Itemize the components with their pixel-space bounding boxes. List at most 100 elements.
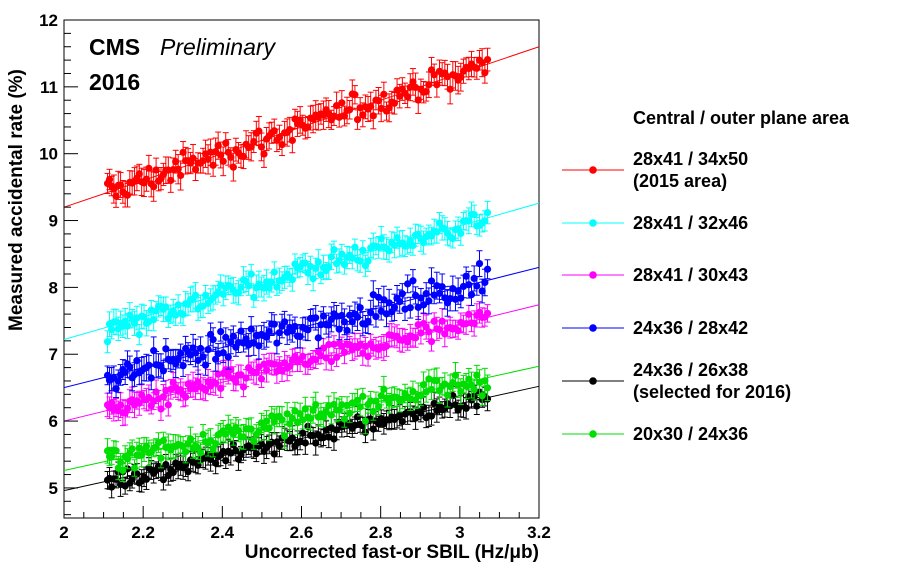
data-point — [457, 387, 465, 396]
data-point — [338, 99, 346, 107]
legend-header: Central / outer plane area — [633, 108, 850, 128]
data-point — [325, 263, 333, 271]
data-point — [232, 378, 240, 386]
data-point — [281, 432, 289, 440]
data-point — [312, 314, 320, 322]
data-point — [473, 282, 481, 290]
data-point — [454, 381, 462, 389]
data-point — [393, 234, 401, 242]
data-point — [252, 450, 260, 458]
data-point — [296, 410, 304, 418]
data-point — [359, 392, 367, 400]
data-point — [441, 380, 449, 388]
data-point — [340, 260, 349, 269]
data-point — [435, 326, 444, 334]
data-point — [270, 268, 278, 276]
data-point — [301, 439, 309, 447]
data-point — [227, 338, 235, 346]
data-point — [414, 96, 422, 104]
data-point — [314, 258, 322, 266]
data-point — [451, 371, 460, 379]
data-point — [201, 386, 210, 394]
data-point — [356, 304, 364, 312]
data-point — [304, 269, 312, 277]
legend-label: 28x41 / 32x46 — [633, 213, 748, 233]
data-point — [262, 417, 271, 425]
data-point — [229, 163, 237, 171]
data-point — [369, 407, 377, 416]
data-point — [227, 153, 235, 161]
data-point — [219, 349, 227, 357]
y-tick-label: 5 — [49, 479, 58, 498]
y-tick-label: 6 — [49, 412, 58, 431]
data-point — [237, 371, 245, 379]
data-point — [404, 280, 412, 288]
data-point — [234, 427, 243, 435]
data-point — [340, 112, 349, 120]
data-point — [145, 164, 153, 172]
data-point — [212, 459, 220, 467]
data-point — [167, 176, 175, 185]
data-point — [278, 416, 286, 424]
data-point — [204, 155, 212, 163]
data-point — [325, 321, 333, 329]
data-point — [177, 171, 185, 180]
x-tick-label: 2 — [59, 523, 68, 542]
data-point — [199, 430, 207, 439]
data-point — [159, 393, 168, 401]
data-point — [123, 191, 132, 199]
x-tick-label: 2.8 — [369, 523, 393, 542]
data-point — [296, 116, 304, 124]
data-point — [343, 326, 351, 335]
data-point — [234, 289, 243, 297]
data-point — [449, 284, 457, 293]
data-point — [312, 400, 320, 409]
data-point — [159, 436, 168, 445]
data-point — [353, 413, 362, 421]
data-point — [224, 353, 232, 361]
data-point — [419, 381, 428, 389]
data-point — [147, 374, 155, 382]
data-point — [164, 401, 172, 409]
data-point — [467, 290, 476, 299]
data-point — [390, 303, 399, 311]
data-point — [239, 433, 248, 441]
x-axis: 2 2.2 2.4 2.6 2.8 3 3.2 — [59, 506, 551, 542]
data-point — [237, 283, 245, 291]
data-point — [191, 165, 200, 174]
y-tick-label: 8 — [49, 278, 58, 297]
data-point — [322, 354, 330, 362]
data-point — [425, 297, 433, 305]
data-point — [242, 335, 250, 343]
x-tick-label: 2.2 — [131, 523, 155, 542]
data-point — [265, 327, 273, 336]
data-point — [327, 315, 335, 323]
data-point — [419, 238, 428, 247]
data-point — [319, 433, 328, 442]
data-point — [265, 284, 273, 292]
data-point — [380, 385, 388, 393]
data-point — [317, 321, 325, 329]
data-point — [377, 235, 385, 243]
data-point — [204, 346, 212, 354]
data-point — [462, 272, 470, 280]
data-point — [288, 276, 296, 284]
data-point — [465, 217, 473, 225]
data-point — [483, 309, 492, 317]
data-point — [135, 330, 143, 339]
data-point — [483, 384, 492, 392]
y-axis-title: Measured accidental rate (%) — [6, 69, 27, 331]
data-point — [470, 385, 478, 394]
data-point — [385, 399, 393, 407]
data-point — [309, 406, 317, 414]
data-point — [454, 327, 462, 335]
data-point — [369, 112, 377, 120]
data-point — [181, 393, 190, 401]
data-point — [427, 337, 436, 346]
data-point — [222, 139, 230, 147]
data-point — [304, 326, 312, 334]
data-point — [275, 133, 284, 141]
data-point — [462, 382, 470, 390]
data-point — [260, 150, 268, 158]
